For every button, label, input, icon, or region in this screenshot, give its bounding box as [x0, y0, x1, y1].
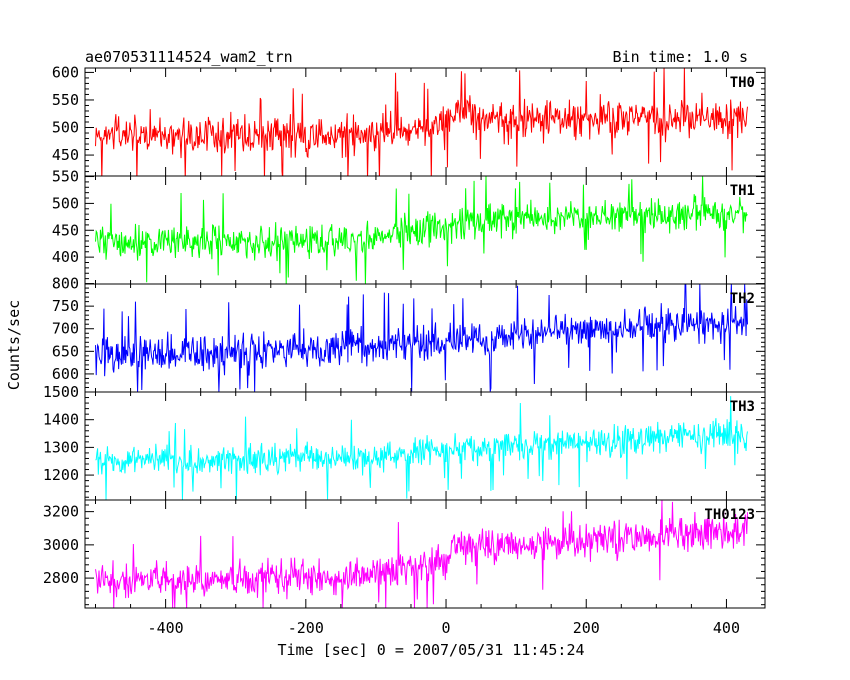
- y-tick-label: 600: [52, 63, 79, 81]
- y-tick-label: 500: [52, 194, 79, 212]
- x-tick-label: 0: [442, 619, 451, 637]
- series-trace-th0: [95, 68, 748, 176]
- y-tick-label: 800: [52, 275, 79, 293]
- x-tick-label: 200: [573, 619, 600, 637]
- y-tick-label: 550: [52, 168, 79, 186]
- y-axis-label: Counts/sec: [5, 300, 23, 390]
- y-tick-label: 1300: [43, 438, 79, 456]
- y-tick-label: 2800: [43, 569, 79, 587]
- series-trace-th1: [95, 176, 748, 284]
- y-tick-label: 450: [52, 146, 79, 164]
- y-tick-label: 700: [52, 320, 79, 338]
- y-tick-label: 750: [52, 297, 79, 315]
- y-tick-label: 3200: [43, 503, 79, 521]
- y-tick-label: 400: [52, 248, 79, 266]
- y-tick-label: 1200: [43, 466, 79, 484]
- y-tick-label: 500: [52, 119, 79, 137]
- y-tick-label: 450: [52, 221, 79, 239]
- series-trace-th0123: [95, 500, 748, 608]
- x-tick-label: -200: [288, 619, 324, 637]
- panel-frame: [84, 499, 766, 609]
- y-tick-label: 3000: [43, 536, 79, 554]
- bin-time-label: Bin time: 1.0 s: [613, 48, 748, 66]
- y-tick-label: 550: [52, 91, 79, 109]
- panel-label-th3: TH3: [730, 399, 755, 415]
- x-tick-label: -400: [148, 619, 184, 637]
- x-axis-label: Time [sec] 0 = 2007/05/31 11:45:24: [277, 641, 584, 659]
- panel-label-th0123: TH0123: [704, 507, 755, 523]
- y-tick-label: 1400: [43, 411, 79, 429]
- x-tick-label: 400: [713, 619, 740, 637]
- panels-group: 450 500 550 600 TH0 400 450 500 550 TH1 600 650 700 7…: [43, 63, 766, 609]
- y-tick-label: 650: [52, 342, 79, 360]
- panel-th2: 600 650 700 750 800 TH2: [52, 275, 766, 393]
- panel-th0: 450 500 550 600 TH0: [52, 63, 766, 177]
- y-tick-label: 1500: [43, 383, 79, 401]
- x-axis: -400 -200 0 200 400: [148, 619, 740, 637]
- series-trace-th2: [95, 284, 748, 392]
- panel-label-th2: TH2: [730, 291, 755, 307]
- y-tick-label: 600: [52, 365, 79, 383]
- series-trace-th3: [95, 396, 748, 500]
- panel-th1: 400 450 500 550 TH1: [52, 168, 766, 285]
- panel-label-th0: TH0: [730, 75, 755, 91]
- panel-label-th1: TH1: [730, 183, 755, 199]
- chart-title: ae070531114524_wam2_trn: [85, 48, 293, 66]
- panel-th3: 1200 1300 1400 1500 TH3: [43, 383, 766, 501]
- panel-th0123: 2800 3000 3200 TH0123: [43, 499, 766, 609]
